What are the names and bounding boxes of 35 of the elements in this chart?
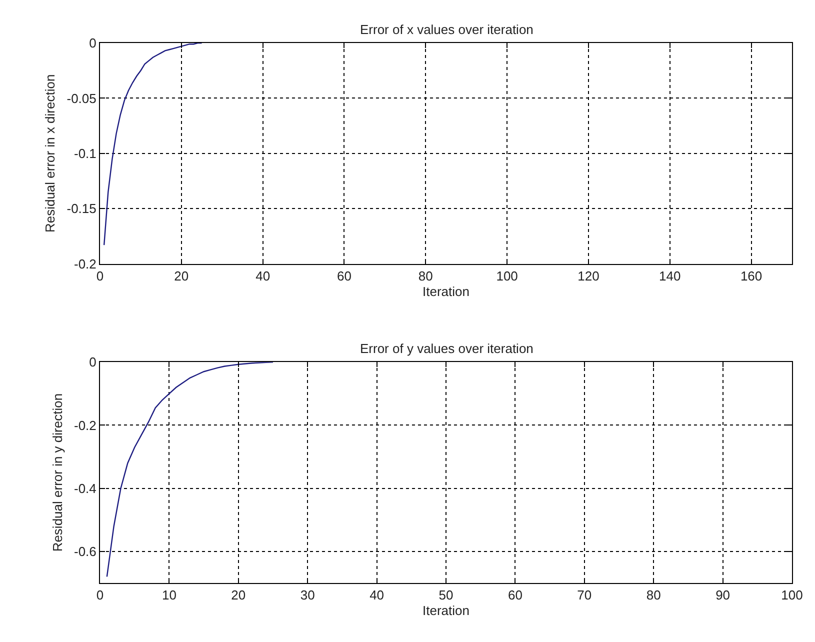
y-tick-label: -0.4	[74, 480, 96, 496]
x-tick-label: 160	[740, 268, 762, 284]
y-tick-label: -0.6	[74, 544, 96, 559]
x-tick-label: 140	[659, 268, 681, 284]
y-tick-label: -0.2	[74, 256, 96, 272]
x-tick-label: 70	[577, 588, 592, 603]
x-tick-label: 50	[438, 588, 454, 603]
y-tick-label: -0.1	[74, 146, 96, 161]
y-tick-label: -0.05	[66, 90, 96, 106]
chart-title: Error of x values over iteration	[360, 22, 534, 37]
y-tick-label: -0.15	[66, 201, 96, 216]
x-tick-label: 90	[716, 588, 730, 603]
y-tick-label: 0	[89, 354, 96, 370]
x-axis-title: Iteration	[422, 284, 470, 300]
y-tick-label: 0	[89, 36, 96, 51]
x-tick-label: 20	[231, 588, 246, 603]
chart-title: Error of y values over iteration	[360, 341, 534, 356]
x-tick-label: 100	[781, 588, 803, 603]
x-tick-label: 40	[256, 268, 270, 284]
x-tick-label: 60	[337, 268, 352, 284]
x-tick-label: 60	[508, 588, 522, 603]
y-axis-title: Residual error in y direction	[50, 393, 65, 552]
x-axis-title: Iteration	[422, 603, 470, 618]
x-tick-label: 80	[646, 588, 661, 603]
y-axis-title: Residual error in x direction	[42, 74, 58, 233]
x-tick-label: 40	[370, 588, 384, 603]
x-tick-label: 10	[162, 588, 176, 603]
x-tick-label: 120	[578, 268, 600, 284]
line-series	[103, 43, 202, 246]
x-tick-label: 30	[300, 588, 315, 603]
line-series	[106, 362, 274, 578]
y-tick-label: -0.2	[74, 418, 96, 433]
x-tick-label: 80	[418, 268, 433, 284]
x-tick-label: 100	[496, 268, 518, 284]
x-tick-label: 20	[174, 268, 189, 284]
